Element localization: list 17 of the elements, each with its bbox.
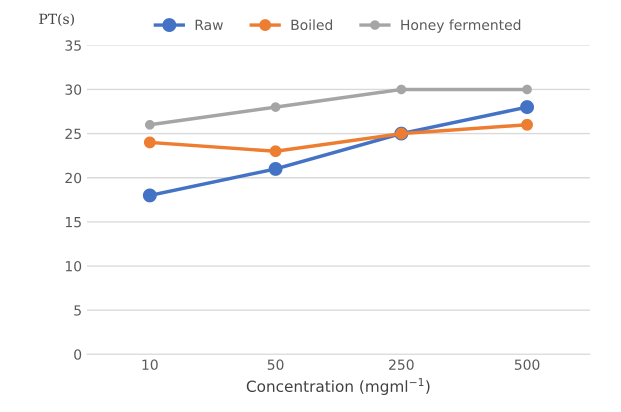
x-tick-label: 250: [389, 359, 414, 370]
y-tick-label: 30: [65, 84, 82, 95]
x-tick-label: 50: [268, 359, 284, 370]
y-tick-label: 25: [65, 128, 81, 140]
x-tick-label: 500: [514, 359, 540, 370]
legend-label: Boiled: [292, 19, 332, 30]
y-tick-label: 0: [74, 349, 82, 360]
y-axis-title: PT(s): [39, 13, 74, 26]
y-tick-label: 35: [65, 40, 81, 51]
y-tick-label: 15: [66, 217, 81, 228]
y-tick-label: 10: [66, 261, 82, 272]
legend-label: Raw: [196, 20, 223, 30]
legend-label: Honey fermented: [401, 19, 520, 33]
x-tick-label: 10: [142, 359, 158, 370]
y-tick-label: 5: [74, 305, 81, 316]
y-tick-label: 20: [65, 172, 82, 184]
x-axis-title: Concentration (mgml$^{−1}$): [246, 378, 430, 395]
